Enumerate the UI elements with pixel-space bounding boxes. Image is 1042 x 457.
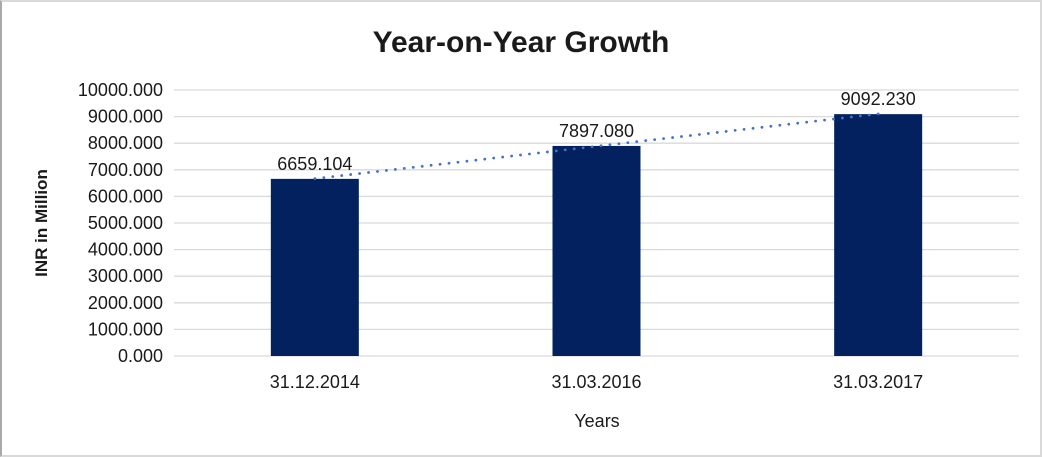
chart-title: Year-on-Year Growth [372, 26, 670, 59]
x-axis-title: Years [574, 411, 620, 431]
y-tick-label: 7000.000 [88, 160, 163, 180]
y-tick-label: 5000.000 [88, 213, 163, 233]
bar [552, 145, 641, 356]
y-tick-label: 2000.000 [88, 293, 163, 313]
x-tick-label: 31.03.2017 [833, 372, 923, 392]
data-label: 6659.104 [277, 154, 352, 174]
y-tick-label: 6000.000 [88, 186, 163, 206]
y-tick-label: 9000.000 [88, 107, 163, 127]
y-tick-label: 1000.000 [88, 319, 163, 339]
data-label: 9092.230 [841, 89, 916, 109]
y-tick-label: 3000.000 [88, 266, 163, 286]
bar [834, 114, 923, 356]
y-tick-label: 8000.000 [88, 133, 163, 153]
x-tick-label: 31.03.2016 [551, 372, 641, 392]
y-tick-label: 10000.000 [78, 80, 163, 100]
y-tick-label: 0.000 [118, 346, 163, 366]
y-tick-label: 4000.000 [88, 240, 163, 260]
bar [270, 178, 359, 356]
data-label: 7897.080 [559, 121, 634, 141]
x-tick-label: 31.12.2014 [270, 372, 360, 392]
